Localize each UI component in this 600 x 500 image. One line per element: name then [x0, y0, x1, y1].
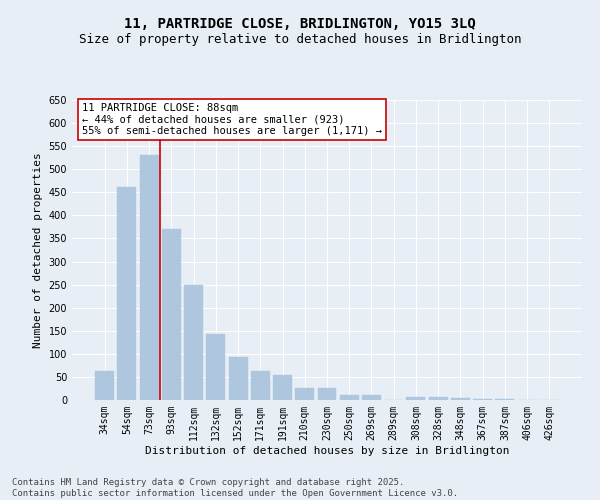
Bar: [451, 398, 470, 400]
Bar: [317, 388, 337, 400]
Bar: [162, 229, 181, 400]
Y-axis label: Number of detached properties: Number of detached properties: [33, 152, 43, 348]
Text: Contains HM Land Registry data © Crown copyright and database right 2025.
Contai: Contains HM Land Registry data © Crown c…: [12, 478, 458, 498]
Bar: [140, 156, 158, 400]
Bar: [95, 372, 114, 400]
Bar: [118, 187, 136, 400]
Bar: [362, 395, 381, 400]
Bar: [251, 372, 270, 400]
Bar: [429, 397, 448, 400]
Bar: [496, 399, 514, 400]
Bar: [473, 398, 492, 400]
Text: 11, PARTRIDGE CLOSE, BRIDLINGTON, YO15 3LQ: 11, PARTRIDGE CLOSE, BRIDLINGTON, YO15 3…: [124, 18, 476, 32]
Bar: [340, 396, 359, 400]
Bar: [184, 284, 203, 400]
Bar: [206, 334, 225, 400]
Bar: [273, 374, 292, 400]
Text: 11 PARTRIDGE CLOSE: 88sqm
← 44% of detached houses are smaller (923)
55% of semi: 11 PARTRIDGE CLOSE: 88sqm ← 44% of detac…: [82, 103, 382, 136]
Bar: [406, 397, 425, 400]
Text: Size of property relative to detached houses in Bridlington: Size of property relative to detached ho…: [79, 32, 521, 46]
Bar: [295, 388, 314, 400]
Bar: [229, 357, 248, 400]
X-axis label: Distribution of detached houses by size in Bridlington: Distribution of detached houses by size …: [145, 446, 509, 456]
